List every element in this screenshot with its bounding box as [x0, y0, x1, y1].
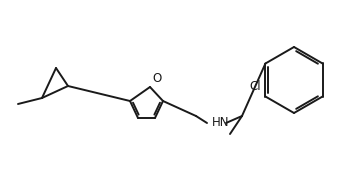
Text: Cl: Cl [250, 79, 261, 93]
Text: O: O [152, 72, 161, 85]
Text: HN: HN [212, 116, 230, 130]
